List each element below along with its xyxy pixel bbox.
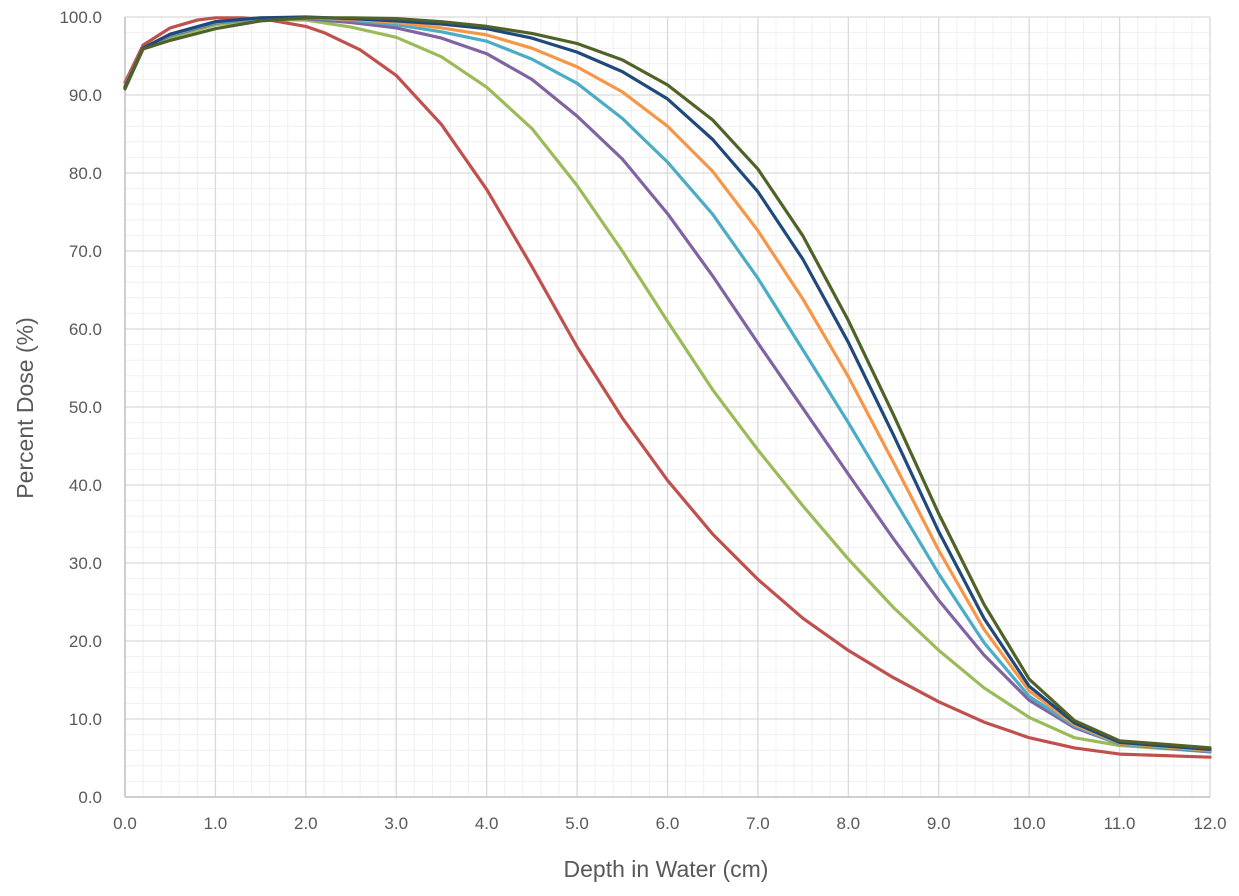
x-tick-label: 1.0 <box>204 814 228 833</box>
x-tick-label: 10.0 <box>1013 814 1046 833</box>
x-tick-label: 3.0 <box>384 814 408 833</box>
y-tick-label: 90.0 <box>69 86 102 105</box>
y-tick-label: 70.0 <box>69 242 102 261</box>
x-tick-label: 11.0 <box>1104 814 1136 833</box>
x-tick-label: 2.0 <box>294 814 318 833</box>
series-layer <box>123 15 1212 759</box>
y-tick-label: 60.0 <box>69 320 102 339</box>
x-axis-title: Depth in Water (cm) <box>564 856 769 882</box>
x-tick-label: 4.0 <box>475 814 499 833</box>
x-tick-label: 6.0 <box>656 814 680 833</box>
major-gridlines <box>125 16 1211 797</box>
series-line-1 <box>123 16 1212 759</box>
y-tick-label: 100.0 <box>59 8 102 27</box>
y-tick-label: 30.0 <box>69 554 102 573</box>
x-tick-labels: 0.0 1.0 2.0 3.0 4.0 5.0 6.0 7.0 8.0 9.0 10.0 11.0 12… <box>113 814 1226 833</box>
axes <box>124 17 1210 798</box>
y-axis-title: Percent Dose (%) <box>12 317 38 499</box>
x-tick-label: 5.0 <box>565 814 589 833</box>
y-tick-label: 40.0 <box>69 476 102 495</box>
y-tick-label: 10.0 <box>69 710 102 729</box>
y-tick-labels: 0.0 10.0 20.0 30.0 40.0 50.0 60.0 70.0 80.0 90.0 1… <box>59 8 102 807</box>
y-tick-label: 20.0 <box>69 632 102 651</box>
x-tick-label: 7.0 <box>746 814 770 833</box>
x-tick-label: 8.0 <box>837 814 861 833</box>
y-tick-label: 80.0 <box>69 164 102 183</box>
x-tick-label: 0.0 <box>113 814 137 833</box>
series-line-7 <box>123 16 1212 750</box>
x-tick-label: 9.0 <box>927 814 951 833</box>
series-line-6 <box>123 15 1212 751</box>
y-tick-label: 50.0 <box>69 398 102 417</box>
x-tick-label: 12.0 <box>1193 814 1226 833</box>
y-tick-label: 0.0 <box>78 788 102 807</box>
